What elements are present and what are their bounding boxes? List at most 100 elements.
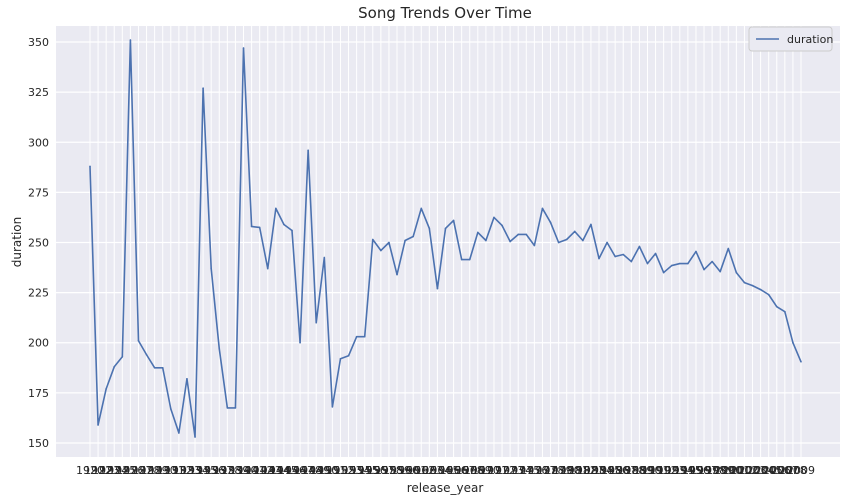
data-point xyxy=(210,267,212,270)
x-tick-label: 1936 xyxy=(197,464,225,477)
data-point xyxy=(477,231,479,234)
x-tick-label: 1971 xyxy=(480,464,508,477)
x-tick-label: 1940 xyxy=(230,464,258,477)
data-point xyxy=(533,244,536,247)
x-tick-label: 2000 xyxy=(714,464,742,477)
data-point xyxy=(412,235,414,238)
data-point xyxy=(565,238,568,241)
data-point xyxy=(687,262,689,265)
x-tick-label: 2002 xyxy=(730,464,758,477)
data-point xyxy=(234,407,237,409)
data-point xyxy=(654,252,657,255)
data-point xyxy=(89,165,91,168)
x-tick-label: 1993 xyxy=(658,464,686,477)
data-point xyxy=(428,227,431,230)
data-point xyxy=(388,241,390,244)
data-point xyxy=(662,271,665,274)
x-axis-ticks: 1920192219231924192519261927192819291930… xyxy=(76,464,815,477)
data-point xyxy=(202,87,204,89)
x-tick-label: 1950 xyxy=(310,464,338,477)
x-tick-label: 1997 xyxy=(690,464,718,477)
x-tick-label: 1962 xyxy=(407,464,435,477)
data-point xyxy=(315,321,318,324)
x-tick-label: 1977 xyxy=(528,464,556,477)
data-point xyxy=(145,353,148,356)
x-tick-label: 1968 xyxy=(456,464,484,477)
data-point xyxy=(137,339,140,342)
x-tick-label: 2006 xyxy=(763,464,791,477)
data-point xyxy=(347,354,350,357)
x-tick-label: 1946 xyxy=(278,464,306,477)
data-point xyxy=(121,355,124,358)
x-tick-label: 1956 xyxy=(359,464,387,477)
x-tick-label: 1965 xyxy=(432,464,460,477)
x-tick-label: 1964 xyxy=(423,464,451,477)
x-axis-label: release_year xyxy=(407,481,484,495)
y-tick-label: 200 xyxy=(28,337,49,350)
x-tick-label: 1924 xyxy=(100,464,128,477)
x-tick-label: 1976 xyxy=(520,464,548,477)
x-tick-label: 2008 xyxy=(779,464,807,477)
x-tick-label: 1978 xyxy=(537,464,565,477)
data-point xyxy=(792,341,794,344)
x-tick-label: 1985 xyxy=(593,464,621,477)
data-point xyxy=(557,241,560,244)
x-tick-label: 1943 xyxy=(254,464,282,477)
data-point xyxy=(695,250,697,253)
x-tick-label: 1937 xyxy=(205,464,233,477)
x-tick-label: 1975 xyxy=(512,464,540,477)
data-point xyxy=(606,241,608,244)
y-tick-label: 175 xyxy=(28,387,49,400)
x-tick-label: 1974 xyxy=(504,464,532,477)
legend: duration xyxy=(748,26,833,52)
data-point xyxy=(331,406,334,408)
data-point xyxy=(113,365,116,368)
x-tick-label: 1970 xyxy=(472,464,500,477)
x-tick-label: 1979 xyxy=(545,464,573,477)
data-point xyxy=(670,264,673,267)
data-point xyxy=(501,224,503,227)
data-point xyxy=(178,432,180,434)
data-point xyxy=(719,270,722,273)
data-point xyxy=(590,223,592,226)
x-tick-label: 1995 xyxy=(674,464,702,477)
data-point xyxy=(775,305,778,308)
x-tick-label: 1982 xyxy=(569,464,597,477)
y-tick-label: 325 xyxy=(28,86,49,99)
x-tick-label: 1926 xyxy=(116,464,144,477)
x-tick-label: 1922 xyxy=(84,464,112,477)
x-tick-label: 1990 xyxy=(633,464,661,477)
data-point xyxy=(371,238,374,241)
chart-title: Song Trends Over Time xyxy=(358,4,532,22)
x-tick-label: 1983 xyxy=(577,464,605,477)
x-tick-label: 1952 xyxy=(326,464,354,477)
data-point xyxy=(396,273,398,276)
x-tick-label: 1987 xyxy=(609,464,637,477)
data-point xyxy=(194,436,196,438)
data-point xyxy=(307,149,309,152)
x-tick-label: 1939 xyxy=(221,464,249,477)
x-tick-label: 1929 xyxy=(141,464,169,477)
y-tick-label: 350 xyxy=(28,36,49,49)
x-tick-label: 1944 xyxy=(262,464,290,477)
x-tick-label: 1988 xyxy=(617,464,645,477)
x-tick-label: 1931 xyxy=(157,464,185,477)
legend-box xyxy=(748,26,833,52)
x-tick-label: 1928 xyxy=(133,464,161,477)
x-tick-label: 1973 xyxy=(496,464,524,477)
x-tick-label: 1925 xyxy=(108,464,136,477)
grid xyxy=(56,26,840,457)
data-point xyxy=(323,256,326,259)
x-tick-label: 1994 xyxy=(666,464,694,477)
x-tick-label: 1947 xyxy=(286,464,314,477)
data-point xyxy=(541,207,544,210)
y-tick-label: 275 xyxy=(28,186,49,199)
y-tick-label: 150 xyxy=(28,437,49,450)
data-point xyxy=(97,424,99,426)
x-tick-label: 1960 xyxy=(391,464,419,477)
x-tick-label: 1967 xyxy=(448,464,476,477)
data-point xyxy=(169,408,172,410)
x-tick-label: 1989 xyxy=(625,464,653,477)
data-point xyxy=(460,258,463,261)
data-point xyxy=(258,226,261,229)
